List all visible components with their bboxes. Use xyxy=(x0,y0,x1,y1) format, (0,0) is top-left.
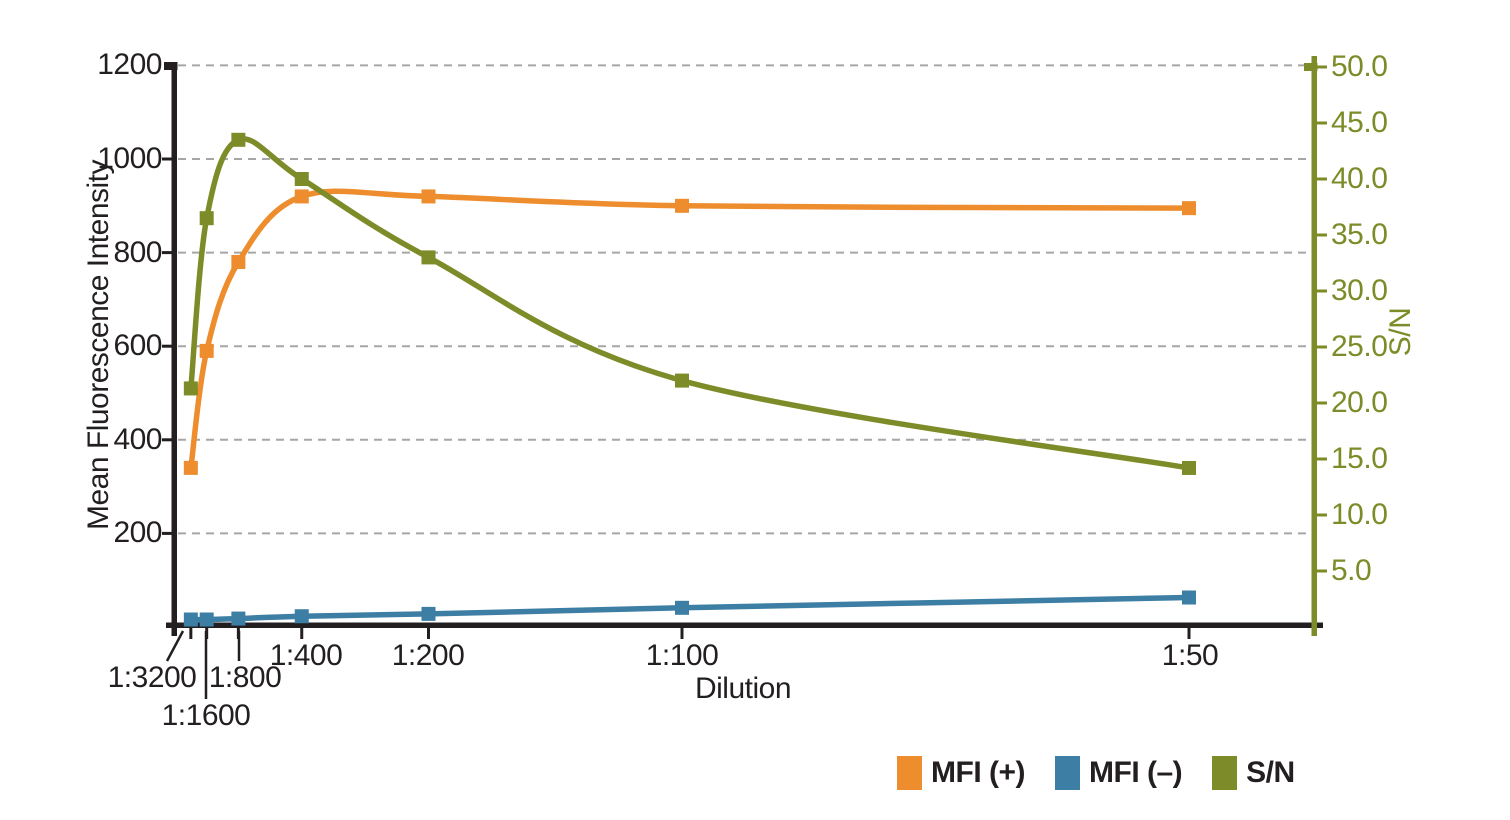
right-axis-tick-15 xyxy=(1317,457,1327,461)
series-marker-mfi-plus-1:800 xyxy=(231,254,246,269)
x-axis-tick-1:3200 xyxy=(189,628,193,639)
right-axis-tick-label-40: 40.0 xyxy=(1331,162,1388,195)
x-axis-title: Dilution xyxy=(694,672,792,705)
right-axis-tick-label-10: 10.0 xyxy=(1331,498,1388,531)
legend-label-sn: S/N xyxy=(1246,756,1295,789)
series-marker-sn-1:50 xyxy=(1182,460,1196,475)
x-axis-tick-label-1:50: 1:50 xyxy=(1161,639,1219,672)
x-axis-tick-1:200 xyxy=(427,628,430,639)
right-axis-tick-label-50: 50.0 xyxy=(1331,50,1388,83)
left-axis-title: Mean Fluorescence Intensity xyxy=(82,159,115,531)
x-axis-tick-1:100 xyxy=(680,628,684,639)
right-axis-title: S/N xyxy=(1384,307,1417,357)
right-axis-tick-label-45: 45.0 xyxy=(1331,106,1388,139)
left-axis-top-cap xyxy=(164,62,178,70)
series-marker-mfi-plus-1:1600 xyxy=(199,343,214,358)
right-axis-tick-10 xyxy=(1317,513,1327,517)
series-marker-mfi-minus-1:400 xyxy=(294,609,309,624)
right-axis-tick-45 xyxy=(1317,121,1327,125)
right-axis-tick-label-30: 30.0 xyxy=(1331,274,1388,307)
right-axis-tick-50 xyxy=(1317,65,1327,69)
right-axis-tick-35 xyxy=(1317,233,1327,237)
series-marker-mfi-minus-1:1600 xyxy=(199,612,214,627)
x-axis-tick-label-1:100: 1:100 xyxy=(645,639,719,672)
left-axis-tick-600 xyxy=(162,344,172,348)
series-marker-mfi-plus-1:200 xyxy=(421,189,436,204)
legend-label-mfi-plus: MFI (+) xyxy=(931,756,1026,789)
left-axis-tick-label-1000: 1000 xyxy=(97,142,162,175)
x-axis-tick-label-1:400: 1:400 xyxy=(269,639,343,672)
left-axis-tick-label-800: 800 xyxy=(113,235,162,269)
series-marker-sn-1:200 xyxy=(421,250,436,265)
right-axis-tick-25 xyxy=(1317,345,1327,349)
series-marker-mfi-plus-1:400 xyxy=(294,189,309,204)
series-marker-mfi-minus-1:800 xyxy=(231,611,246,626)
series-marker-mfi-minus-1:3200 xyxy=(183,612,198,627)
x-axis-tick-label-1:3200: 1:3200 xyxy=(107,661,197,694)
right-axis-tick-20 xyxy=(1317,401,1327,405)
right-axis-top-cap xyxy=(1304,63,1318,71)
series-marker-mfi-plus-1:50 xyxy=(1182,201,1196,216)
x-axis-tick-label-1:200: 1:200 xyxy=(391,639,465,672)
series-marker-sn-1:400 xyxy=(294,172,309,186)
legend-swatch-mfi-plus xyxy=(897,756,922,790)
left-axis-tick-label-400: 400 xyxy=(113,422,162,456)
right-axis-tick-label-15: 15.0 xyxy=(1331,442,1388,475)
right-axis-tick-label-25: 25.0 xyxy=(1331,330,1388,363)
legend-label-mfi-minus: MFI (–) xyxy=(1089,756,1183,789)
legend-item-mfi-plus: MFI (+) xyxy=(897,756,1026,790)
right-axis-line xyxy=(1311,56,1317,636)
series-marker-mfi-plus-1:100 xyxy=(675,198,689,213)
series-marker-sn-1:100 xyxy=(675,373,689,388)
legend-item-mfi-minus: MFI (–) xyxy=(1055,756,1183,790)
right-axis-tick-label-5: 5.0 xyxy=(1331,554,1372,587)
right-axis-tick-label-35: 35.0 xyxy=(1331,218,1388,251)
series-line-mfi-minus xyxy=(188,594,1192,623)
left-axis-tick-400 xyxy=(162,438,172,442)
left-axis-tick-label-600: 600 xyxy=(113,329,162,363)
x-axis-tick-1:400 xyxy=(300,628,304,639)
left-axis-tick-200 xyxy=(162,531,172,535)
left-axis-tick-1000 xyxy=(162,157,172,161)
series-line-sn xyxy=(188,136,1192,471)
series-marker-mfi-plus-1:3200 xyxy=(183,460,198,475)
series-marker-mfi-minus-1:100 xyxy=(675,600,689,615)
right-axis-tick-label-20: 20.0 xyxy=(1331,386,1388,419)
x-axis-tick-label-1:800: 1:800 xyxy=(208,661,282,694)
series-marker-mfi-minus-1:200 xyxy=(421,606,436,621)
legend-item-sn: S/N xyxy=(1212,756,1295,790)
series-marker-mfi-minus-1:50 xyxy=(1182,590,1196,605)
x-label-leader-1:3200 xyxy=(165,630,185,662)
right-axis-tick-5 xyxy=(1317,569,1327,573)
legend-swatch-mfi-minus xyxy=(1055,756,1080,790)
right-axis-tick-40 xyxy=(1317,177,1327,181)
left-axis-tick-800 xyxy=(162,251,172,255)
series-marker-sn-1:3200 xyxy=(183,381,198,396)
left-axis-line xyxy=(171,62,177,636)
left-axis-tick-label-1200: 1200 xyxy=(97,48,162,82)
legend-swatch-sn xyxy=(1212,756,1238,790)
left-axis-tick-label-200: 200 xyxy=(113,516,162,550)
legend: MFI (+) MFI (–) S/N xyxy=(897,756,1295,790)
x-axis-line xyxy=(166,622,1323,628)
x-axis-tick-label-1:1600: 1:1600 xyxy=(161,699,251,732)
series-marker-sn-1:800 xyxy=(231,132,246,147)
series-marker-sn-1:1600 xyxy=(199,211,214,226)
series-line-mfi-plus xyxy=(188,188,1192,471)
x-axis-tick-1:50 xyxy=(1187,628,1191,639)
right-axis-tick-30 xyxy=(1317,289,1327,293)
